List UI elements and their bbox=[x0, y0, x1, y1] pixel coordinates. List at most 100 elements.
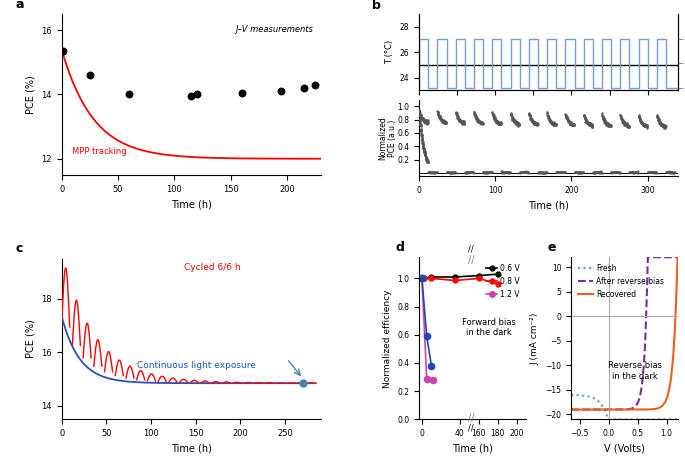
Point bbox=[419, 116, 429, 123]
Point bbox=[641, 122, 652, 129]
X-axis label: Time (h): Time (h) bbox=[528, 200, 569, 211]
Point bbox=[500, 168, 511, 176]
Point bbox=[605, 122, 616, 130]
Point bbox=[634, 114, 645, 122]
Point bbox=[467, 168, 478, 175]
Point bbox=[627, 168, 638, 176]
Point bbox=[612, 169, 623, 176]
Point bbox=[479, 168, 490, 176]
Point bbox=[476, 120, 487, 127]
Point bbox=[654, 119, 665, 127]
Point bbox=[421, 120, 432, 127]
Point bbox=[124, 91, 135, 98]
Point bbox=[635, 116, 646, 123]
Point bbox=[489, 114, 500, 121]
Point bbox=[564, 118, 575, 126]
Point bbox=[622, 122, 633, 129]
Point bbox=[659, 121, 670, 129]
Point bbox=[492, 119, 503, 126]
Point bbox=[429, 169, 440, 176]
Point bbox=[434, 114, 445, 122]
Point bbox=[451, 109, 462, 116]
Point bbox=[425, 169, 436, 176]
Point bbox=[414, 106, 425, 113]
Point bbox=[509, 117, 520, 125]
Point bbox=[431, 168, 442, 176]
Point bbox=[493, 119, 504, 126]
Point bbox=[648, 168, 659, 176]
Point bbox=[621, 121, 632, 129]
Point bbox=[532, 121, 543, 128]
Point bbox=[548, 119, 559, 127]
Point bbox=[547, 119, 558, 126]
Point bbox=[435, 115, 446, 123]
Point bbox=[559, 168, 570, 175]
Point bbox=[506, 111, 516, 118]
Point bbox=[660, 123, 671, 131]
Point bbox=[485, 168, 496, 175]
Point bbox=[479, 169, 490, 177]
Point bbox=[427, 168, 438, 175]
Point bbox=[556, 168, 566, 175]
Point bbox=[593, 168, 604, 176]
Point bbox=[494, 119, 505, 127]
Point bbox=[552, 169, 563, 176]
Point bbox=[579, 114, 590, 121]
Point bbox=[569, 121, 580, 128]
Point bbox=[541, 168, 552, 176]
Point bbox=[637, 120, 648, 128]
Point bbox=[623, 123, 634, 130]
Point bbox=[466, 168, 477, 176]
Point bbox=[637, 121, 648, 128]
Fresh bbox=[645, 417, 653, 422]
Point bbox=[652, 114, 663, 121]
Point bbox=[625, 169, 636, 176]
Point bbox=[632, 169, 643, 176]
Point bbox=[551, 168, 562, 176]
Point bbox=[510, 118, 521, 126]
Point bbox=[592, 169, 603, 176]
Point bbox=[542, 111, 553, 119]
Point bbox=[569, 168, 580, 176]
Point bbox=[565, 120, 576, 127]
Point bbox=[415, 121, 426, 129]
Point bbox=[649, 168, 660, 176]
Point bbox=[458, 118, 469, 126]
Point bbox=[616, 116, 627, 123]
Point bbox=[586, 122, 597, 130]
Point bbox=[582, 119, 593, 126]
Point bbox=[603, 122, 614, 129]
Point bbox=[606, 169, 617, 177]
Point bbox=[481, 168, 492, 176]
Point bbox=[648, 168, 659, 176]
Point bbox=[571, 168, 582, 175]
Point bbox=[436, 117, 447, 125]
Point bbox=[415, 126, 426, 134]
Point bbox=[584, 120, 595, 128]
Point bbox=[414, 109, 425, 116]
Point bbox=[507, 116, 518, 123]
Point bbox=[669, 169, 680, 176]
Point bbox=[441, 168, 452, 176]
Point bbox=[620, 121, 631, 128]
Point bbox=[554, 168, 565, 176]
Point bbox=[649, 169, 660, 176]
Point bbox=[547, 121, 558, 128]
Point bbox=[488, 114, 499, 122]
Point bbox=[584, 120, 595, 127]
Point bbox=[419, 148, 430, 156]
Point bbox=[658, 123, 669, 130]
Point bbox=[633, 112, 644, 120]
Point bbox=[527, 117, 538, 125]
Point bbox=[420, 118, 431, 126]
Point bbox=[543, 114, 554, 122]
Point bbox=[566, 121, 577, 128]
Point bbox=[544, 116, 555, 123]
Point bbox=[438, 118, 449, 126]
Point bbox=[414, 107, 425, 115]
Point bbox=[575, 169, 586, 176]
Point bbox=[473, 118, 484, 125]
Point bbox=[422, 120, 433, 127]
Point bbox=[437, 118, 448, 126]
Point bbox=[564, 118, 575, 126]
